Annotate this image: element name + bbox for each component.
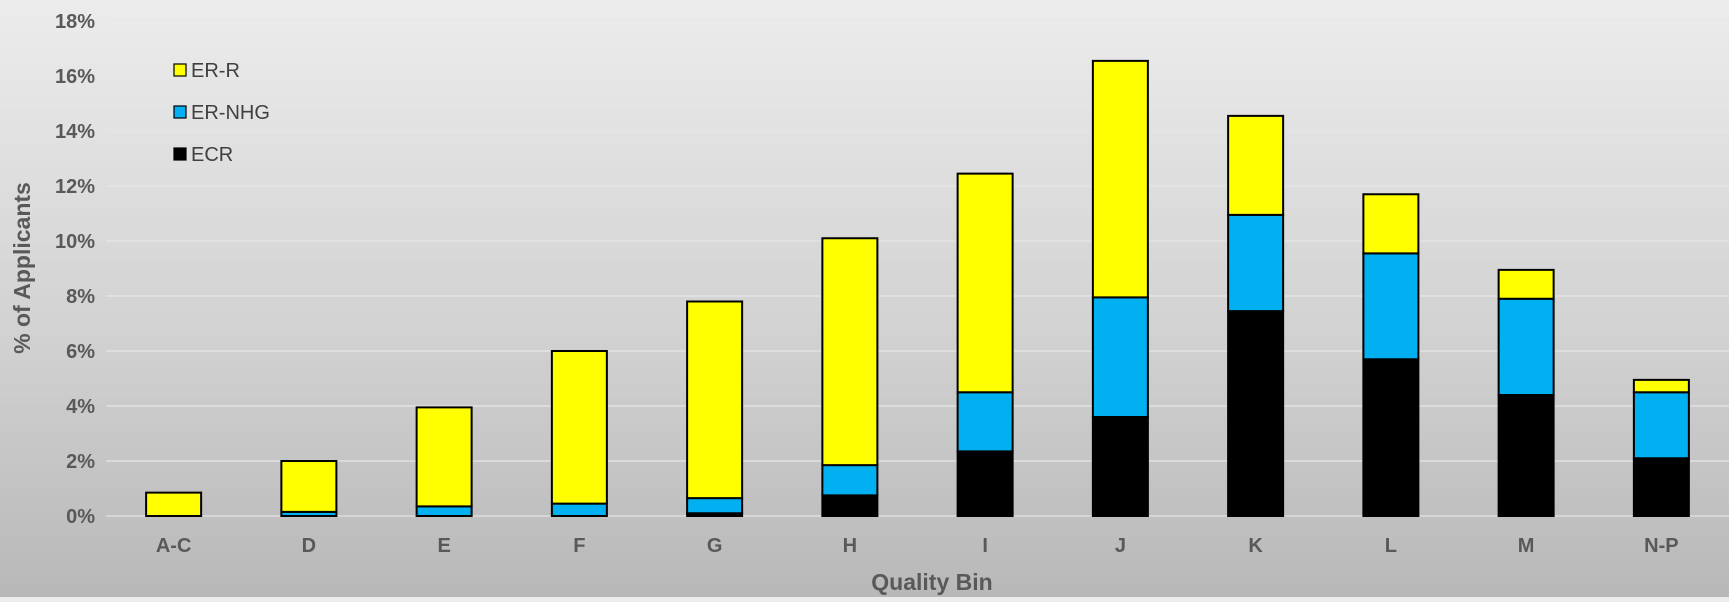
y-tick-label: 4% [66,396,95,418]
y-tick-label: 10% [55,231,95,253]
x-tick-label: H [843,535,857,557]
bar-segment-er-nhg [1227,213,1285,313]
x-axis-title: Quality Bin [871,569,992,595]
bar-segment-er-nhg [550,502,608,517]
bar-segment-er-r [550,350,608,505]
x-tick-label: N-P [1644,535,1678,557]
bar-segment-er-nhg [956,391,1014,453]
bar-segment-er-r [956,172,1014,394]
bar-segment-er-nhg [415,505,473,517]
y-axis-ticks: 0% 2% 4% 6% 8% 10% 12% 14% 16% 18% [55,11,95,528]
y-tick-label: 8% [66,286,95,308]
x-tick-label: I [982,535,988,557]
legend-swatch [173,105,187,119]
bar-segment-er-nhg [686,497,744,515]
x-tick-label: G [707,535,723,557]
x-tick-label: D [302,535,316,557]
y-tick-label: 6% [66,341,95,363]
y-tick-label: 0% [66,506,95,528]
bar-segment-ecr [1497,394,1555,517]
x-tick-label: F [573,535,585,557]
bar-segment-er-r [1227,114,1285,216]
legend-label: ECR [191,144,233,166]
bar-segment-er-r [686,300,744,500]
x-tick-label: E [437,535,450,557]
y-axis-title: % of Applicants [9,182,35,354]
x-tick-label: M [1518,535,1535,557]
bar-segment-ecr [1362,358,1420,517]
x-tick-label: K [1248,535,1263,557]
bar-segment-er-r [415,406,473,508]
bar-segment-ecr [1091,416,1149,517]
legend-label: ER-R [191,60,240,82]
bar-segment-er-nhg [1091,296,1149,418]
bar-segment-ecr [1227,310,1285,517]
bar-segment-ecr [956,450,1014,517]
bars [145,59,1690,517]
bar-segment-er-r [280,460,338,513]
bar-segment-er-r [1091,59,1149,299]
gridlines [106,20,1729,517]
y-tick-label: 14% [55,121,95,143]
legend: ER-R ER-NHG ECR [173,60,270,166]
x-tick-label: L [1385,535,1397,557]
legend-swatch [173,63,187,77]
bar-segment-er-nhg [1497,297,1555,396]
y-tick-label: 2% [66,451,95,473]
x-tick-label: J [1115,535,1126,557]
legend-swatch [173,147,187,161]
bar-segment-ecr [821,494,879,517]
bar-segment-er-nhg [1362,252,1420,361]
bar-segment-er-r [821,237,879,467]
bar-segment-er-r [145,491,203,517]
legend-label: ER-NHG [191,102,270,124]
bar-segment-er-nhg [821,464,879,497]
bar-segment-ecr [1632,457,1690,517]
bar-segment-er-nhg [1632,391,1690,460]
x-tick-label: A-C [156,535,192,557]
y-tick-label: 12% [55,176,95,198]
y-tick-label: 18% [55,11,95,33]
bar-segment-er-r [1362,193,1420,255]
x-axis-ticks: A-C D E F G H I J K L M N-P [156,535,1679,557]
bar-segment-er-r [1632,378,1690,394]
y-tick-label: 16% [55,66,95,88]
bar-segment-er-r [1497,268,1555,300]
